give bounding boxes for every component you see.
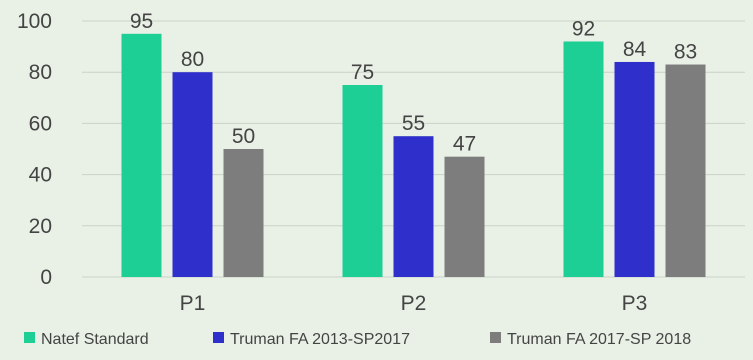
data-label: 83 bbox=[674, 41, 697, 64]
y-tick-label: 80 bbox=[29, 61, 52, 84]
bar-p1-series-2 bbox=[172, 72, 213, 277]
data-label: 95 bbox=[130, 10, 153, 33]
data-label: 92 bbox=[572, 17, 595, 40]
bar-p3-series-1 bbox=[563, 41, 604, 278]
legend: Natef Standard Truman FA 2013-SP2017 Truma… bbox=[24, 331, 691, 348]
y-tick-label: 20 bbox=[29, 215, 52, 238]
legend-label: Truman FA 2013-SP2017 bbox=[230, 331, 410, 348]
bar-p2-series-3 bbox=[444, 156, 485, 277]
bar-p3-series-3 bbox=[665, 64, 706, 278]
y-tick-label: 100 bbox=[17, 10, 52, 33]
bars bbox=[121, 33, 706, 278]
bar-p2-series-1 bbox=[342, 85, 383, 277]
y-tick-label: 60 bbox=[29, 112, 52, 135]
legend-swatch bbox=[24, 332, 35, 343]
data-label: 84 bbox=[623, 38, 647, 61]
bar-p1-series-3 bbox=[223, 149, 264, 277]
data-labels: 95 80 50 75 55 47 92 84 83 bbox=[130, 10, 697, 156]
data-label: 80 bbox=[181, 48, 204, 71]
x-axis-tick-labels: P1 P2 P3 bbox=[180, 292, 648, 315]
y-tick-label: 40 bbox=[29, 164, 52, 187]
x-tick-label: P2 bbox=[401, 292, 427, 315]
legend-swatch bbox=[490, 332, 501, 343]
data-label: 75 bbox=[351, 61, 374, 84]
data-label: 50 bbox=[232, 125, 255, 148]
y-axis-tick-labels: 0 20 40 60 80 100 bbox=[17, 10, 52, 289]
data-label: 47 bbox=[453, 133, 476, 156]
legend-label: Natef Standard bbox=[41, 331, 149, 348]
x-tick-label: P3 bbox=[622, 292, 648, 315]
x-tick-label: P1 bbox=[180, 292, 206, 315]
legend-label: Truman FA 2017-SP 2018 bbox=[507, 331, 691, 348]
data-label: 55 bbox=[402, 112, 425, 135]
y-tick-label: 0 bbox=[40, 266, 52, 289]
bar-p1-series-1 bbox=[121, 33, 162, 277]
legend-swatch bbox=[213, 332, 224, 343]
bar-p3-series-2 bbox=[614, 61, 655, 278]
bar-p2-series-2 bbox=[393, 136, 434, 277]
